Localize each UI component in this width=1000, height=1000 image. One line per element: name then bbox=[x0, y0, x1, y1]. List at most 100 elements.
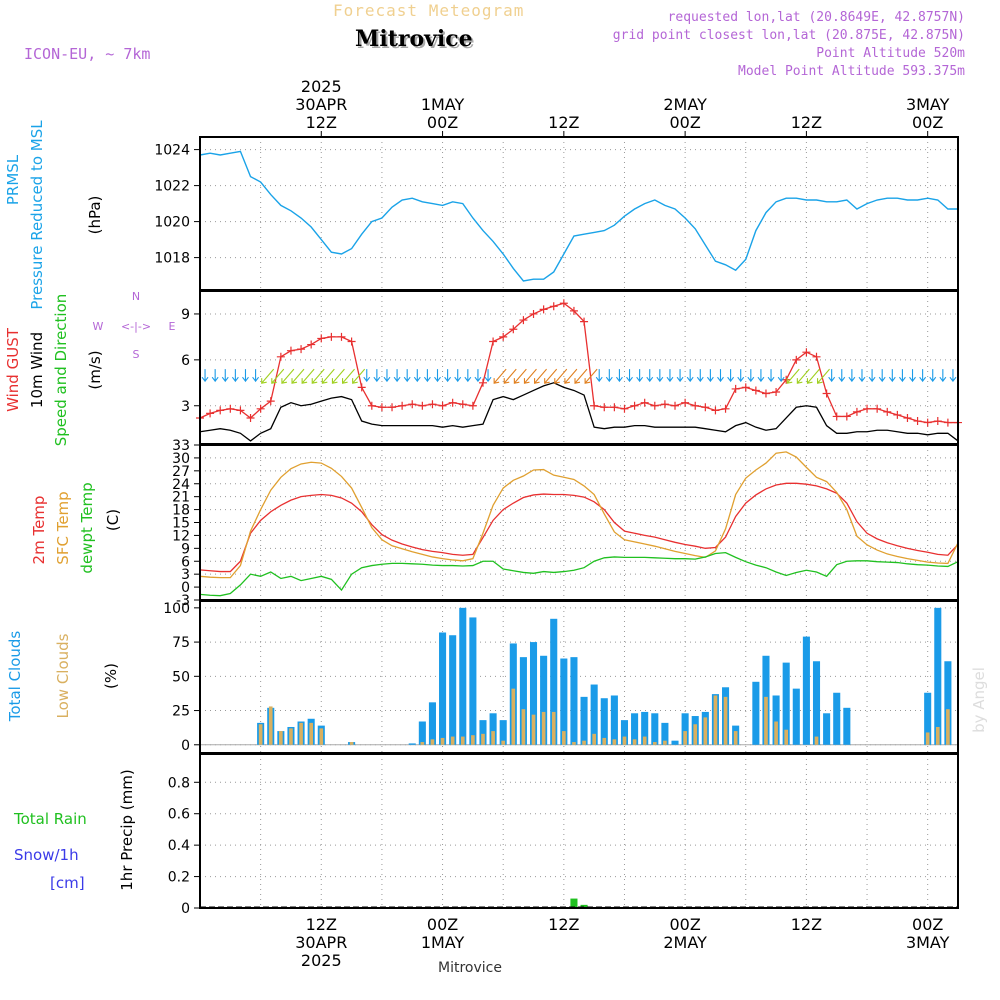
wind-gust-marker bbox=[893, 410, 902, 419]
total-clouds-bar bbox=[449, 635, 457, 745]
wind-direction-arrow bbox=[221, 369, 229, 383]
wind-gust-marker bbox=[327, 332, 336, 341]
wind-gust-marker bbox=[640, 398, 649, 407]
panel-frame bbox=[199, 136, 959, 291]
model-name: ICON-EU, ~ 7km bbox=[24, 45, 151, 63]
wind-direction-arrow bbox=[474, 369, 482, 383]
y-tick-label: 3 bbox=[181, 567, 190, 583]
low-clouds-bar bbox=[582, 740, 586, 745]
wind-gust-marker bbox=[903, 413, 912, 422]
low-clouds-bar bbox=[925, 732, 930, 745]
wind-gust-marker bbox=[377, 403, 386, 412]
wind-gust-marker bbox=[650, 401, 659, 410]
y-tick-label: 1024 bbox=[154, 143, 190, 159]
temp-2m-line bbox=[199, 482, 959, 573]
low-clouds-bar bbox=[430, 739, 435, 745]
total-clouds-bar bbox=[600, 698, 608, 745]
wind-direction-arrow bbox=[757, 369, 765, 383]
wind-gust-marker bbox=[630, 401, 639, 410]
y-tick-label: 15 bbox=[172, 516, 190, 532]
low-clouds-bar bbox=[319, 728, 324, 745]
wind-direction-arrow bbox=[737, 369, 745, 383]
low-clouds-bar bbox=[652, 742, 657, 745]
point-altitude: Point Altitude 520m bbox=[816, 46, 965, 61]
low-clouds-bar bbox=[491, 731, 495, 745]
low-clouds-bar bbox=[632, 739, 637, 745]
wind-direction-arrow bbox=[464, 369, 472, 383]
total-clouds-bar bbox=[590, 684, 598, 745]
wind-direction-arrow bbox=[564, 368, 578, 384]
wind-gust-marker bbox=[337, 332, 346, 341]
y-tick-label: 30 bbox=[172, 451, 190, 467]
total-clouds-bar bbox=[459, 607, 467, 745]
wind-gust-marker bbox=[863, 404, 872, 413]
total-clouds-bar bbox=[570, 657, 578, 745]
wind-direction-arrow bbox=[696, 369, 704, 383]
wind-direction-arrow bbox=[868, 369, 876, 383]
low-clouds-bar bbox=[562, 731, 566, 745]
y-tick-label: 24 bbox=[172, 477, 190, 493]
time-label-bottom: 00Z bbox=[669, 915, 700, 934]
time-label-bottom: 12Z bbox=[791, 915, 822, 934]
wind-unit: (m/s) bbox=[86, 350, 104, 389]
time-label-top: 12Z bbox=[306, 113, 337, 132]
wind-direction-arrow bbox=[817, 368, 830, 384]
wind-direction-arrow bbox=[311, 368, 325, 384]
total-clouds-bar bbox=[812, 661, 821, 745]
wind-gust-marker bbox=[438, 401, 447, 410]
low-clouds-bar bbox=[592, 733, 596, 745]
time-label-top: 2MAY bbox=[663, 95, 707, 114]
time-label-bottom: 1MAY bbox=[421, 933, 465, 952]
wind-direction-arrow bbox=[503, 368, 517, 384]
wind-gust-marker bbox=[448, 398, 457, 407]
total-clouds-bar bbox=[439, 632, 447, 745]
wind-gust-marker bbox=[772, 387, 781, 396]
pressure-label-2: Pressure Reduced to MSL bbox=[28, 120, 46, 310]
wind-gust-marker bbox=[873, 404, 882, 413]
time-label-top: 12Z bbox=[791, 113, 822, 132]
wind-gust-marker bbox=[620, 404, 629, 413]
panel-frame bbox=[199, 290, 959, 445]
requested-coords: requested lon,lat (20.8649E, 42.8757N) bbox=[667, 10, 965, 25]
wind-gust-marker bbox=[721, 404, 730, 413]
low-clouds-bar bbox=[814, 736, 819, 745]
wind-direction-arrow bbox=[393, 369, 401, 383]
time-label-bottom: 00Z bbox=[912, 915, 943, 934]
wind-direction-arrow bbox=[717, 369, 724, 383]
time-label-bottom: 00Z bbox=[427, 915, 458, 934]
total-clouds-bar bbox=[651, 713, 659, 745]
time-label-top: 00Z bbox=[669, 113, 700, 132]
wind-direction-arrow bbox=[626, 369, 633, 383]
low-clouds-bar bbox=[602, 737, 607, 745]
compass-e: E bbox=[169, 320, 176, 333]
total-clouds-bar bbox=[479, 720, 487, 745]
total-clouds-bar bbox=[823, 713, 831, 745]
wind-gust-marker bbox=[792, 355, 801, 364]
y-tick-label: 0 bbox=[181, 738, 190, 754]
total-clouds-bar bbox=[792, 688, 800, 745]
low-clouds-bar bbox=[450, 736, 455, 745]
wind-gust-marker bbox=[367, 401, 376, 410]
low-clouds-bar bbox=[541, 711, 546, 745]
wind-gust-marker bbox=[600, 403, 609, 412]
total-clouds-bar bbox=[489, 713, 497, 745]
wind-gust-marker bbox=[297, 345, 306, 354]
wind-direction-arrow bbox=[706, 369, 714, 383]
low-clouds-bar bbox=[521, 709, 526, 745]
low-clouds-bar bbox=[258, 724, 263, 745]
wind-gust-marker bbox=[660, 400, 669, 409]
y-tick-label: 1022 bbox=[154, 179, 190, 195]
gust-label: Wind GUST bbox=[4, 327, 22, 412]
wind-direction-arrow bbox=[281, 368, 295, 384]
wind-direction-arrow bbox=[636, 369, 644, 383]
wind-direction-arrow bbox=[909, 369, 916, 383]
total-clouds-bar bbox=[843, 707, 851, 745]
wind-direction-arrow bbox=[796, 368, 810, 384]
low-clouds-bar bbox=[481, 733, 485, 745]
y-tick-label: 27 bbox=[172, 464, 190, 480]
wind-direction-arrow bbox=[434, 369, 441, 383]
wind-direction-arrow bbox=[848, 369, 856, 383]
wind-direction-arrow bbox=[413, 369, 421, 383]
wind-direction-arrow bbox=[777, 369, 785, 383]
y-tick-label: 9 bbox=[181, 307, 190, 323]
